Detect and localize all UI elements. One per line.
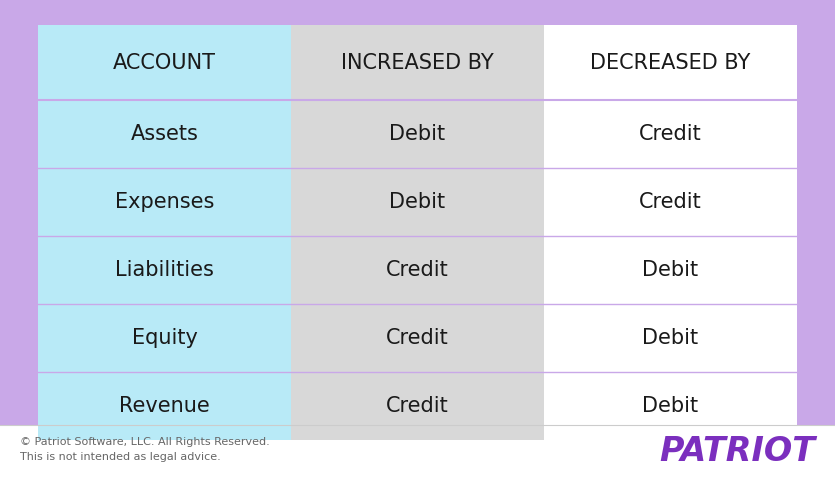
Bar [38, 168, 291, 236]
Bar [291, 304, 544, 372]
Bar [38, 25, 291, 100]
Text: Assets: Assets [130, 124, 199, 144]
Text: Liabilities: Liabilities [115, 260, 214, 280]
Text: DECREASED BY: DECREASED BY [590, 53, 751, 73]
Bar [544, 25, 797, 100]
Text: Debit: Debit [642, 328, 699, 348]
Text: Credit: Credit [386, 328, 449, 348]
Text: Expenses: Expenses [115, 192, 215, 212]
Bar [38, 304, 291, 372]
Bar [544, 372, 797, 440]
Text: Credit: Credit [386, 396, 449, 416]
Text: © Patriot Software, LLC. All Rights Reserved.
This is not intended as legal advi: © Patriot Software, LLC. All Rights Rese… [20, 437, 270, 462]
Bar [38, 100, 291, 168]
Text: Credit: Credit [639, 192, 702, 212]
Text: PATRIOT: PATRIOT [659, 435, 815, 468]
Text: Credit: Credit [639, 124, 702, 144]
Bar [544, 236, 797, 304]
Text: Revenue: Revenue [119, 396, 210, 416]
Bar [38, 25, 797, 415]
Bar [291, 372, 544, 440]
Bar [291, 168, 544, 236]
Bar [291, 25, 544, 100]
Bar [291, 236, 544, 304]
Text: Debit: Debit [642, 260, 699, 280]
Text: INCREASED BY: INCREASED BY [342, 53, 493, 73]
Bar [291, 100, 544, 168]
Text: Debit: Debit [642, 396, 699, 416]
Bar [38, 372, 291, 440]
Text: ACCOUNT: ACCOUNT [113, 53, 216, 73]
Text: Debit: Debit [389, 192, 446, 212]
Bar [544, 100, 797, 168]
Bar [0, 425, 835, 491]
Text: Equity: Equity [132, 328, 197, 348]
Bar [544, 304, 797, 372]
Text: Debit: Debit [389, 124, 446, 144]
Bar [544, 168, 797, 236]
Text: Credit: Credit [386, 260, 449, 280]
Bar [38, 236, 291, 304]
